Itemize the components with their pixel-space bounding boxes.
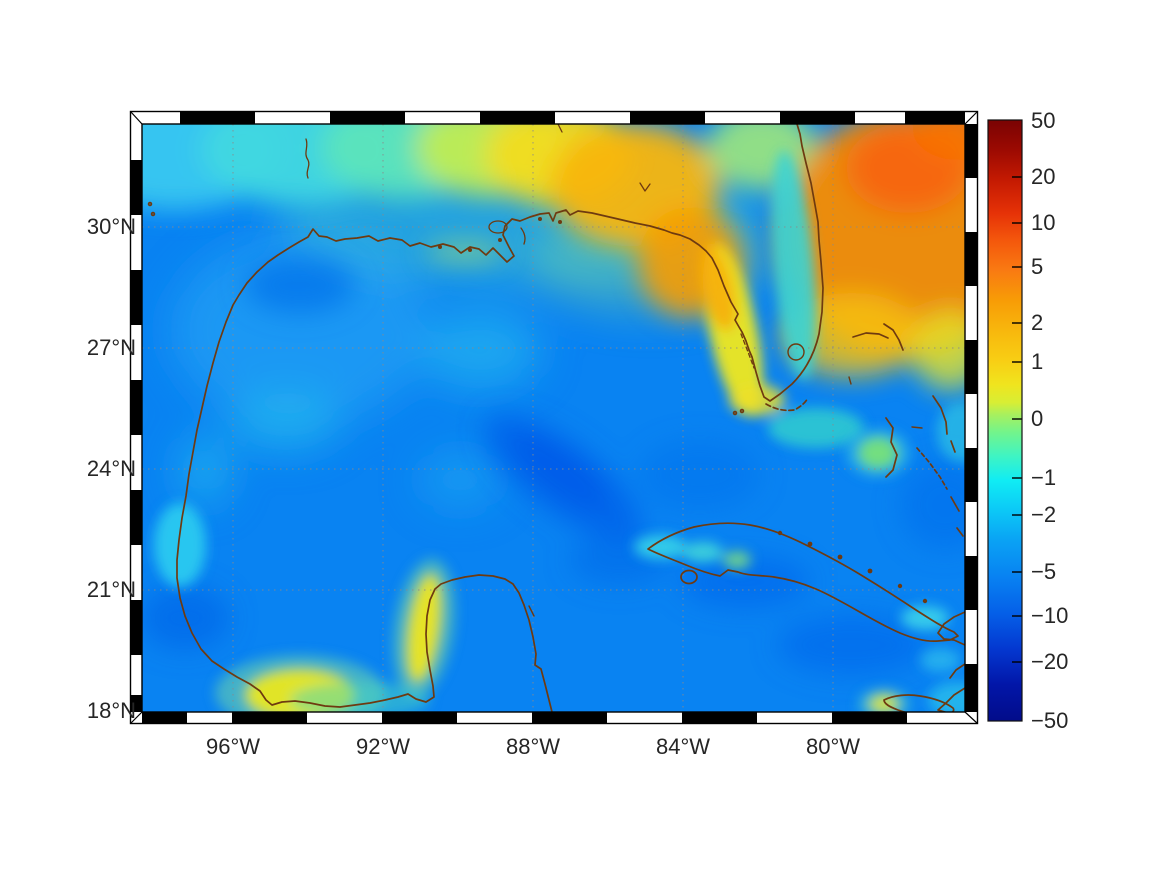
colorbar-tick-label: −5 (1031, 559, 1057, 584)
x-tick-label: 84°W (655, 734, 711, 759)
y-tick-label: 27°N (86, 335, 136, 360)
x-tick-label: 96°W (205, 734, 261, 759)
y-tick-label: 30°N (86, 214, 136, 239)
colorbar-tick-label: −50 (1031, 708, 1069, 733)
contour-field (142, 124, 965, 712)
colorbar-tick-label: 50 (1031, 108, 1056, 133)
y-tick-label: 24°N (86, 456, 136, 481)
colorbar-tick-label: 1 (1031, 349, 1044, 374)
colorbar-tick-label: −1 (1031, 465, 1057, 490)
colorbar (987, 119, 1023, 722)
coastlines (147, 124, 965, 712)
map-frame (129, 110, 979, 725)
colorbar-tick-label: 2 (1031, 310, 1044, 335)
x-tick-label: 88°W (505, 734, 561, 759)
y-tick-label: 21°N (86, 577, 136, 602)
x-tick-label: 80°W (805, 734, 861, 759)
colorbar-tick-label: 10 (1031, 210, 1056, 235)
y-tick-label: 18°N (86, 698, 136, 723)
colorbar-tick-label: −20 (1031, 649, 1069, 674)
colorbar-tick-label: −10 (1031, 603, 1069, 628)
colorbar-tick-marks (1012, 176, 1022, 663)
colorbar-tick-label: 5 (1031, 254, 1044, 279)
colorbar-tick-label: 0 (1031, 406, 1044, 431)
x-tick-label: 92°W (355, 734, 411, 759)
grid-lines (142, 124, 965, 712)
colorbar-tick-label: 20 (1031, 164, 1056, 189)
colorbar-tick-label: −2 (1031, 502, 1057, 527)
